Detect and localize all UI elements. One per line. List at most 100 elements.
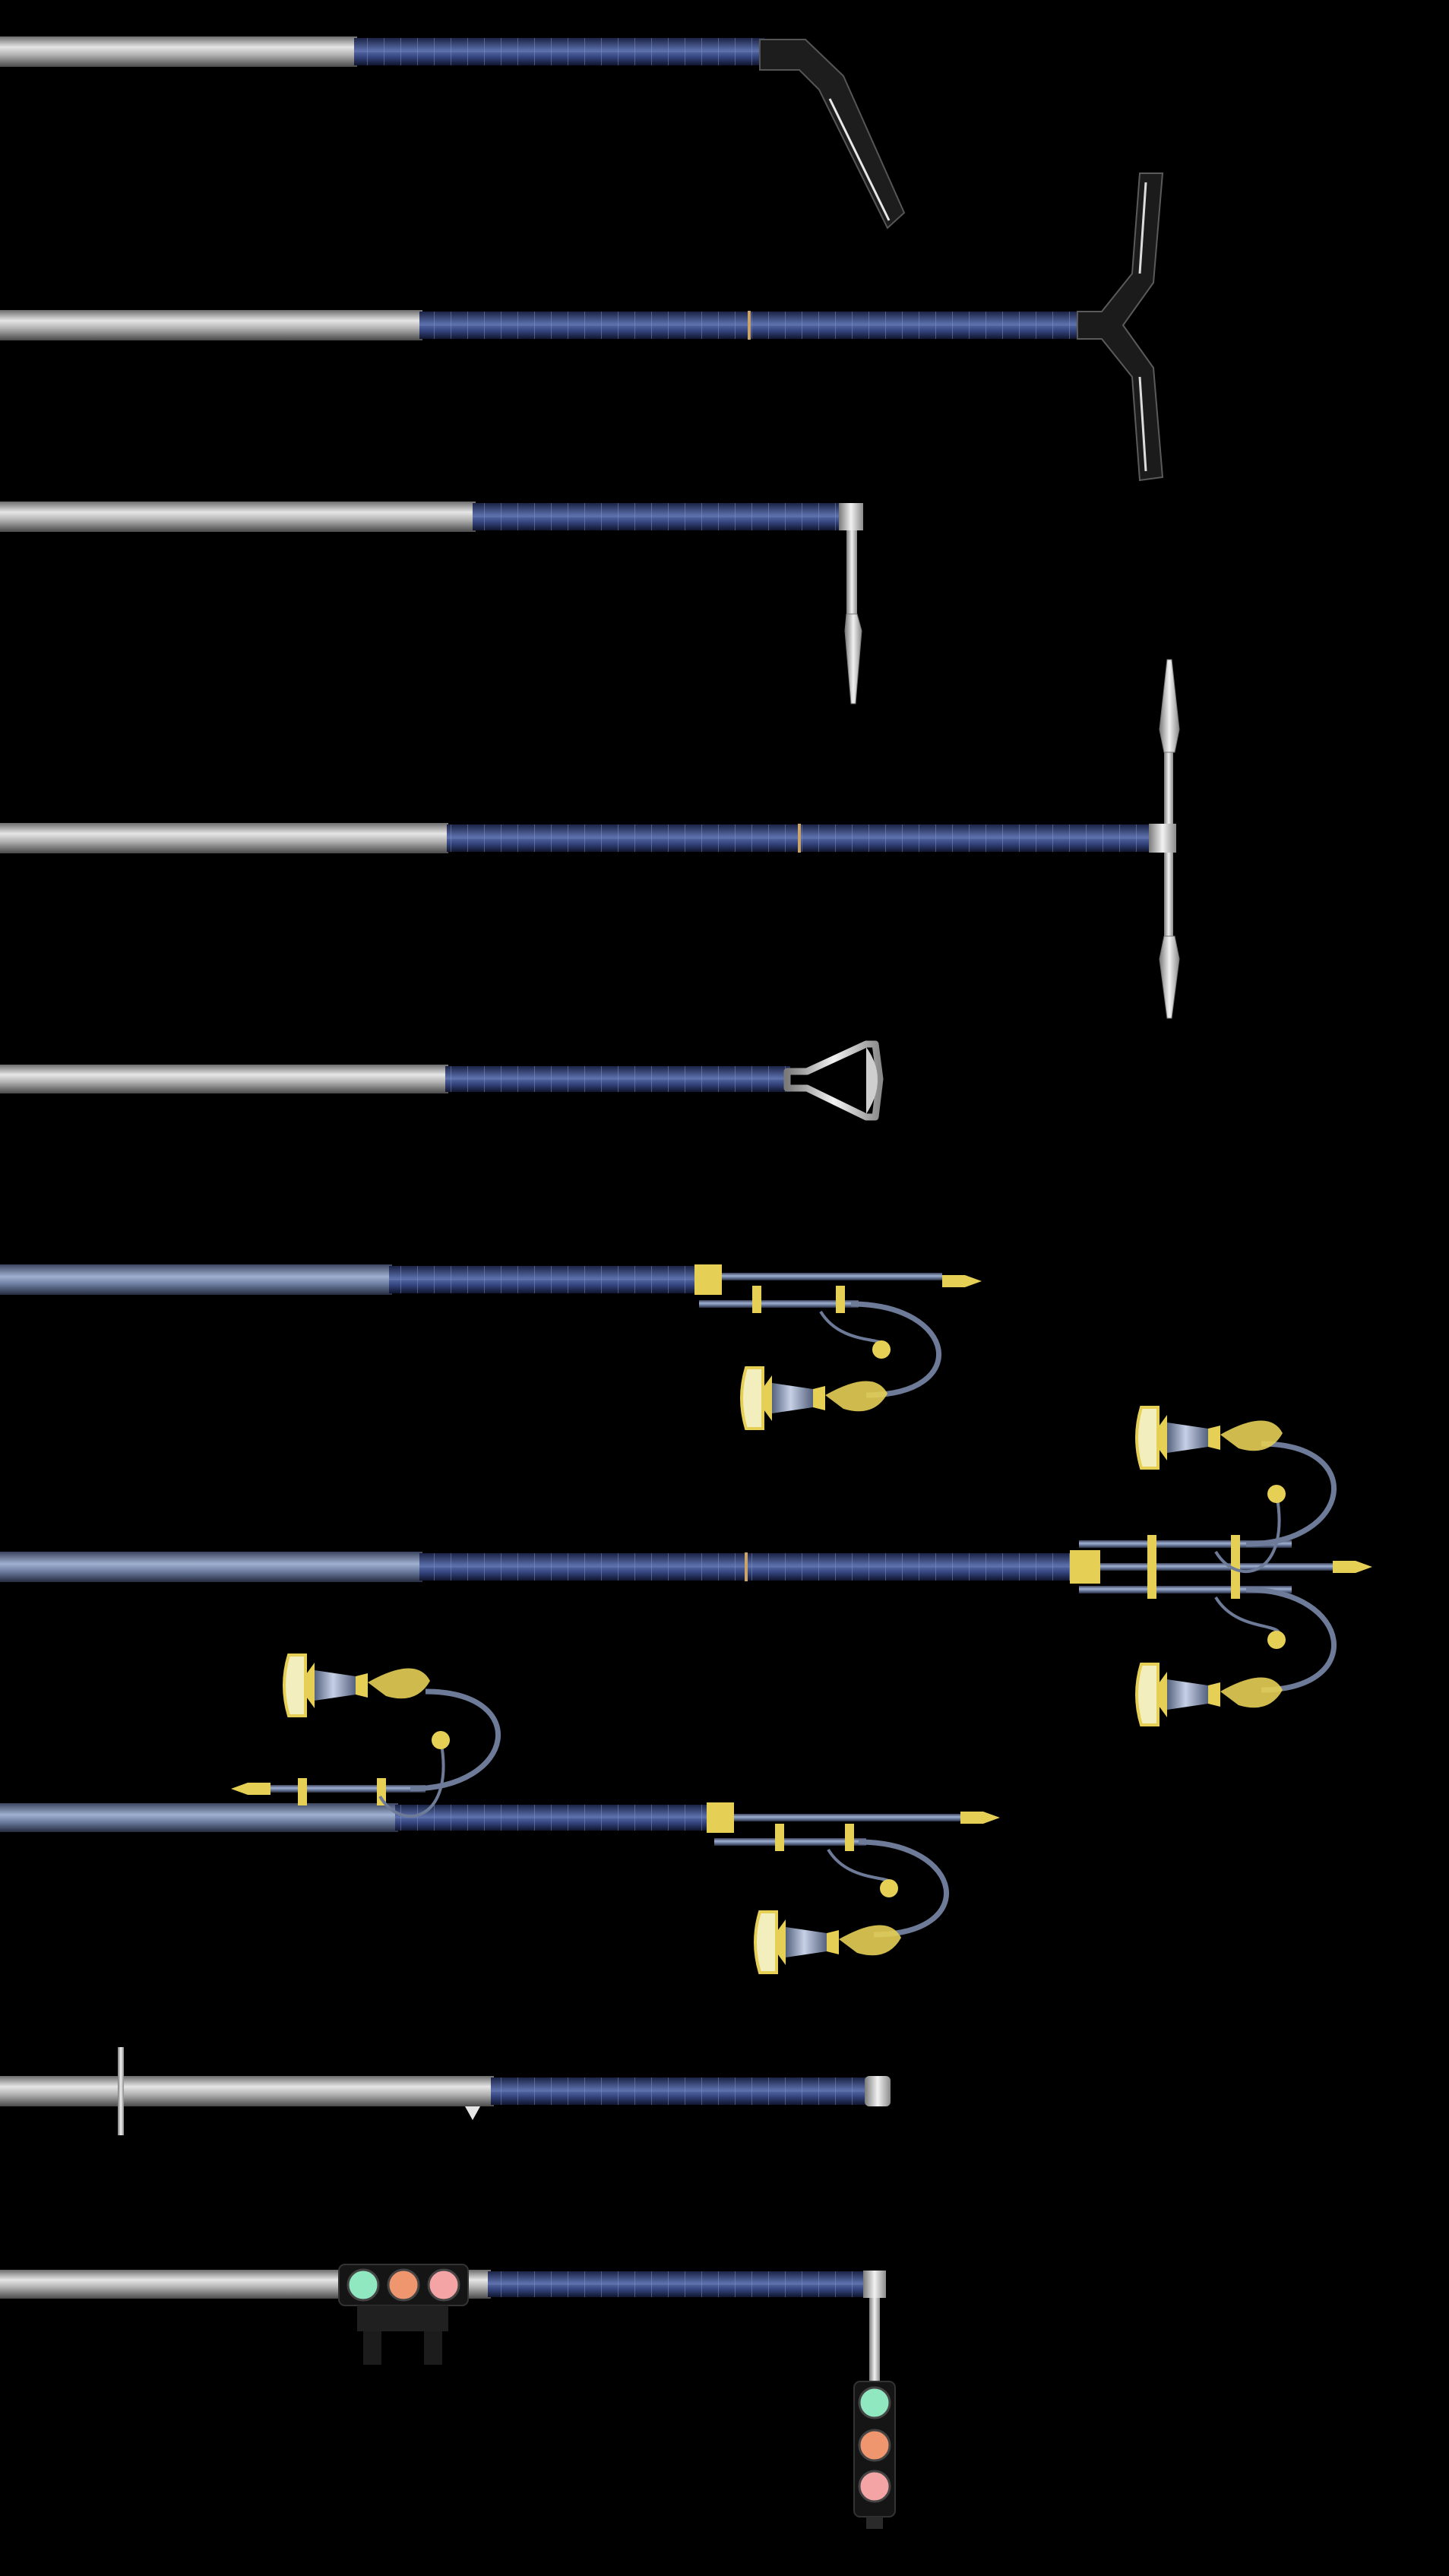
lantern-collar <box>302 1663 315 1708</box>
ornament-bar <box>722 1273 942 1280</box>
panel-divider <box>798 824 801 853</box>
leaf-scroll <box>825 1381 887 1412</box>
poles-layer <box>0 36 1372 2529</box>
pole-3 <box>0 502 863 704</box>
lantern-cap <box>1208 1426 1220 1450</box>
arm-highlight-lower <box>1138 376 1147 472</box>
lower-stem <box>1164 853 1173 936</box>
end-cap <box>839 503 863 530</box>
lower-blade <box>1159 935 1180 1019</box>
brass-collar <box>694 1264 722 1295</box>
signal-light <box>427 2268 460 2302</box>
lantern <box>740 1366 887 1430</box>
signal-mount <box>357 2305 448 2331</box>
brass-clip <box>1231 1535 1240 1599</box>
lantern-glass <box>1135 1406 1160 1470</box>
leaf-scroll <box>1220 1420 1283 1451</box>
signal-foot <box>866 2517 883 2529</box>
pole-10 <box>0 2264 896 2529</box>
signal-light <box>858 2386 891 2419</box>
mount-leg <box>363 2331 381 2365</box>
lantern-collar <box>760 1375 772 1421</box>
pole-5 <box>0 1040 884 1121</box>
inner-scroll <box>1214 1596 1281 1641</box>
leaf-scroll <box>368 1668 430 1699</box>
pole-shaft <box>0 36 357 67</box>
lantern <box>1135 1663 1283 1726</box>
scroll-arm <box>850 1301 941 1398</box>
scroll-arm <box>1245 1587 1337 1693</box>
signal-light <box>858 2429 891 2462</box>
lantern-glass <box>740 1366 764 1430</box>
signal-light <box>387 2268 420 2302</box>
lantern-glass <box>1135 1663 1160 1726</box>
panel-divider <box>748 311 751 340</box>
flood-lens <box>866 1047 878 1114</box>
ornament-bar <box>258 1785 426 1793</box>
lantern-collar <box>1155 1415 1167 1460</box>
rosette <box>880 1879 898 1897</box>
lantern <box>1135 1406 1283 1470</box>
lantern-cap <box>1208 1682 1220 1707</box>
end-cap <box>865 2076 891 2106</box>
mount-leg <box>424 2331 442 2365</box>
pole-shaft <box>0 1803 398 1832</box>
pole-2 <box>0 172 1164 482</box>
blade-luminaire <box>844 613 862 704</box>
spear-finial <box>231 1783 271 1795</box>
scroll-arm <box>1245 1441 1337 1547</box>
leaf-scroll <box>1220 1677 1283 1708</box>
lantern-neck <box>1167 1422 1208 1453</box>
scroll-arm <box>410 1688 501 1792</box>
rosette <box>432 1731 450 1749</box>
pole-shaft <box>0 310 422 340</box>
brass-clip <box>752 1286 761 1313</box>
ornament-bar <box>1100 1563 1337 1571</box>
brass-clip <box>377 1778 386 1805</box>
lantern-neck <box>1167 1679 1208 1710</box>
pole-shaft <box>0 1065 448 1093</box>
lantern-cap <box>356 1673 368 1698</box>
ornament-bar <box>734 1814 965 1821</box>
center-hub <box>1149 824 1176 853</box>
lantern-glass <box>754 1910 778 1974</box>
rosette <box>872 1340 891 1359</box>
lantern-collar <box>1155 1672 1167 1717</box>
signal-light <box>858 2470 891 2503</box>
signal-head-horizontal <box>338 2264 469 2365</box>
ornament-bar <box>699 1300 859 1308</box>
ornament-bar <box>1079 1586 1292 1593</box>
pole-shaft <box>0 823 448 853</box>
brass-collar <box>707 1802 734 1833</box>
lantern <box>283 1654 430 1717</box>
brass-clip <box>836 1286 845 1313</box>
signal-head-vertical <box>853 2381 896 2529</box>
cross-bracket <box>118 2047 124 2135</box>
arm-highlight <box>828 98 891 221</box>
lantern-collar <box>774 1919 786 1965</box>
black-arm <box>759 39 906 229</box>
signal-light <box>346 2268 380 2302</box>
lantern-cap <box>813 1386 825 1410</box>
spear-finial <box>942 1275 982 1287</box>
inner-scroll <box>378 1739 445 1818</box>
panel-divider <box>745 1552 748 1581</box>
rosette <box>1267 1631 1286 1649</box>
upper-blade <box>1159 659 1180 753</box>
pole-shaft <box>0 502 476 532</box>
pole-shaft <box>0 2076 494 2106</box>
pole-shaft <box>0 1264 392 1295</box>
pole-8 <box>0 1654 1000 1974</box>
lantern-neck <box>772 1383 813 1413</box>
inner-scroll <box>1214 1493 1281 1573</box>
lantern-neck <box>786 1927 827 1957</box>
arm-highlight-upper <box>1138 182 1147 274</box>
brass-clip <box>298 1778 307 1805</box>
brass-clip <box>775 1824 784 1851</box>
brass-collar <box>1070 1550 1100 1584</box>
rosette <box>1267 1485 1286 1503</box>
leaf-scroll <box>839 1925 901 1956</box>
elbow <box>863 2271 886 2298</box>
brass-clip <box>1147 1535 1156 1599</box>
